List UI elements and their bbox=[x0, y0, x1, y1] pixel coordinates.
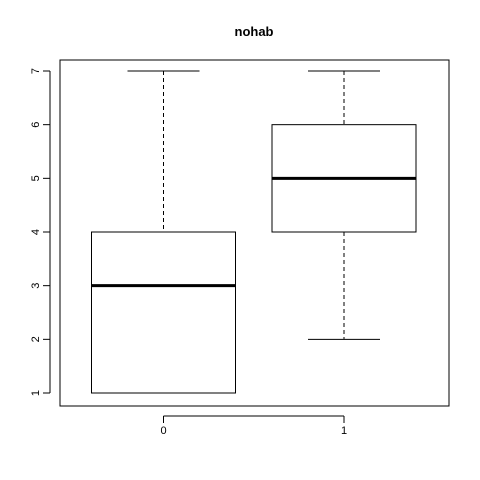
iqr-box bbox=[91, 231, 236, 394]
y-tick-label: 5 bbox=[30, 175, 42, 181]
y-tick-label: 6 bbox=[30, 122, 42, 128]
y-tick-label: 4 bbox=[30, 229, 42, 235]
box-group-0 bbox=[91, 70, 236, 394]
boxes bbox=[91, 70, 417, 394]
chart-title: nohab bbox=[235, 24, 274, 39]
y-axis: 1 2 3 4 5 6 7 bbox=[30, 68, 51, 396]
y-tick-label: 7 bbox=[30, 68, 42, 74]
box-group-1 bbox=[271, 70, 417, 340]
x-tick-label: 1 bbox=[341, 425, 347, 437]
plot-frame bbox=[59, 59, 450, 407]
x-tick-label: 0 bbox=[160, 425, 166, 437]
y-tick-label: 1 bbox=[30, 390, 42, 396]
y-tick-label: 3 bbox=[30, 283, 42, 289]
y-tick-label: 2 bbox=[30, 336, 42, 342]
